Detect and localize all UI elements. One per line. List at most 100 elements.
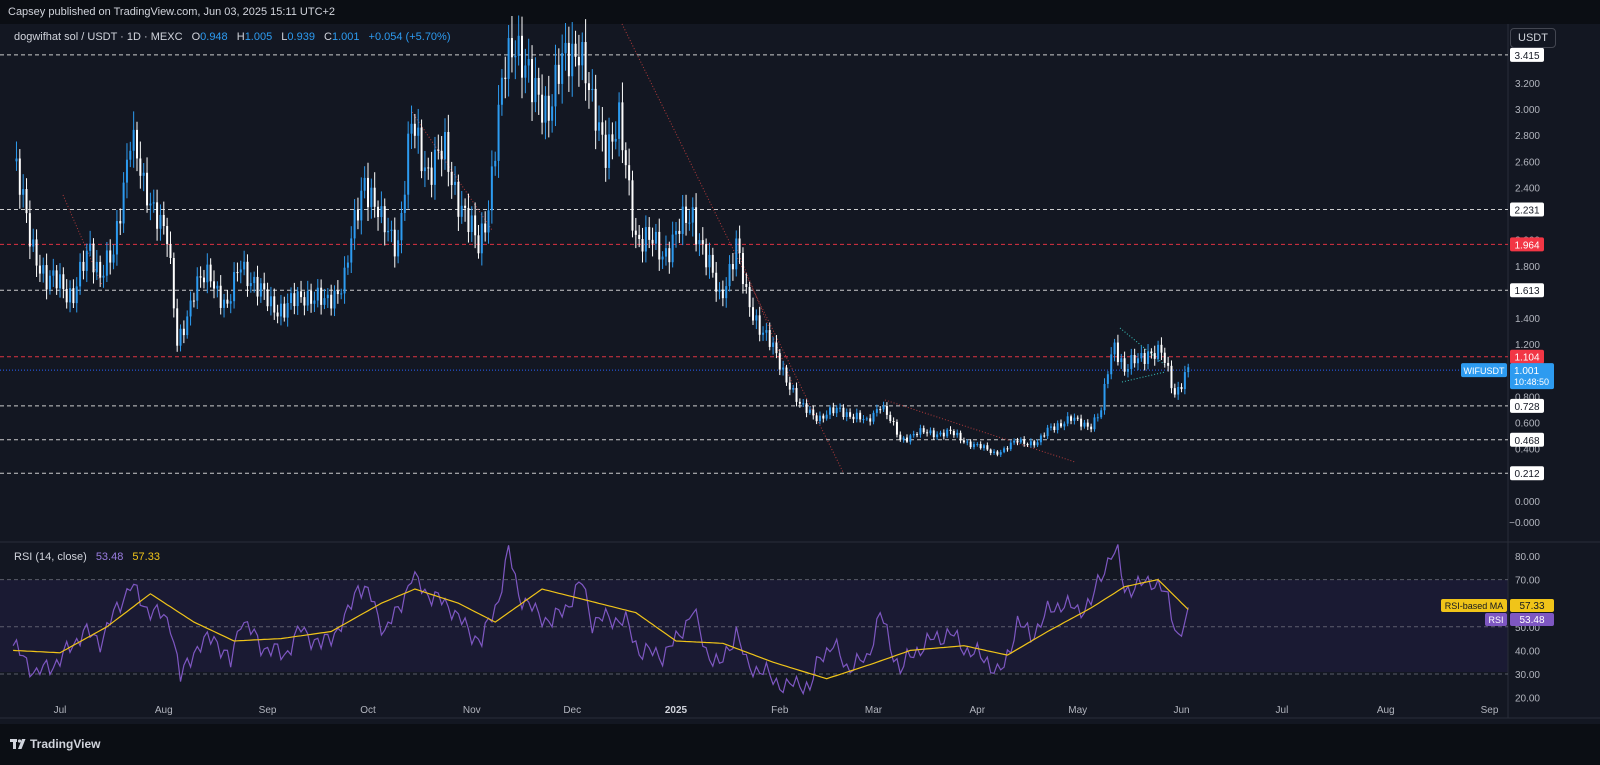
candle[interactable] <box>239 260 242 284</box>
candle[interactable] <box>380 191 383 224</box>
candle[interactable] <box>946 428 949 438</box>
candle[interactable] <box>370 178 373 219</box>
candle[interactable] <box>229 294 232 314</box>
candle[interactable] <box>1076 415 1079 421</box>
candle[interactable] <box>490 150 493 224</box>
candle[interactable] <box>447 114 450 187</box>
candle[interactable] <box>885 402 888 420</box>
candle[interactable] <box>688 210 691 231</box>
candle[interactable] <box>859 410 862 423</box>
candle[interactable] <box>537 67 540 115</box>
candle[interactable] <box>152 189 155 213</box>
candle[interactable] <box>1173 383 1176 398</box>
candle[interactable] <box>735 230 738 277</box>
candle[interactable] <box>661 251 664 269</box>
candle[interactable] <box>85 243 88 283</box>
candle[interactable] <box>25 178 28 223</box>
candle[interactable] <box>798 398 801 408</box>
candle[interactable] <box>711 247 714 278</box>
candle[interactable] <box>192 292 195 308</box>
candle[interactable] <box>906 434 908 443</box>
candle[interactable] <box>926 429 929 437</box>
candle[interactable] <box>855 408 858 423</box>
candle[interactable] <box>306 280 309 311</box>
candle[interactable] <box>772 337 775 355</box>
candle[interactable] <box>631 170 634 238</box>
candle[interactable] <box>413 113 416 149</box>
candle[interactable] <box>862 415 865 424</box>
candle[interactable] <box>1170 360 1173 394</box>
candle[interactable] <box>1160 337 1163 360</box>
candle[interactable] <box>561 34 564 104</box>
candle[interactable] <box>209 258 212 288</box>
candle[interactable] <box>845 408 848 422</box>
candle[interactable] <box>162 201 165 235</box>
candle[interactable] <box>695 193 698 252</box>
candle[interactable] <box>176 298 179 352</box>
candle[interactable] <box>199 266 202 288</box>
candle[interactable] <box>1106 371 1109 389</box>
candle[interactable] <box>962 437 965 444</box>
candle[interactable] <box>768 322 771 351</box>
level-tag[interactable]: 1.964 <box>1510 237 1544 252</box>
candle[interactable] <box>464 198 467 222</box>
candle[interactable] <box>1187 363 1190 378</box>
candle[interactable] <box>393 217 396 268</box>
rsi-ma-tag[interactable]: RSI-based MA 57.33 <box>1441 599 1554 612</box>
candle[interactable] <box>849 408 852 419</box>
candle[interactable] <box>52 258 55 287</box>
candle[interactable] <box>1177 381 1180 400</box>
candle[interactable] <box>269 286 272 316</box>
candle[interactable] <box>326 288 329 308</box>
candle[interactable] <box>715 261 718 302</box>
candle[interactable] <box>159 204 162 241</box>
candle[interactable] <box>979 441 982 450</box>
candle[interactable] <box>259 278 262 303</box>
candle[interactable] <box>95 249 98 281</box>
candle[interactable] <box>741 247 744 294</box>
candle[interactable] <box>993 449 996 455</box>
level-tag[interactable]: 3.415 <box>1510 47 1544 62</box>
candle[interactable] <box>628 148 631 196</box>
candle[interactable] <box>313 291 316 313</box>
candle[interactable] <box>333 285 336 317</box>
candle[interactable] <box>865 416 868 421</box>
candle[interactable] <box>202 269 205 289</box>
candle[interactable] <box>1130 348 1133 375</box>
candle[interactable] <box>1183 365 1186 395</box>
candle[interactable] <box>879 406 882 414</box>
candle[interactable] <box>132 111 135 168</box>
candle[interactable] <box>266 282 269 312</box>
candle[interactable] <box>701 227 704 255</box>
candle[interactable] <box>765 323 768 341</box>
candle[interactable] <box>1140 346 1143 362</box>
candle[interactable] <box>484 211 487 242</box>
trendline-major[interactable] <box>621 23 844 473</box>
candle[interactable] <box>400 201 403 254</box>
candle[interactable] <box>792 384 795 393</box>
rsi-line[interactable] <box>12 544 1189 696</box>
candle[interactable] <box>1006 446 1009 452</box>
candle[interactable] <box>1039 433 1042 446</box>
candle[interactable] <box>1086 419 1089 431</box>
candle[interactable] <box>571 22 574 97</box>
candle[interactable] <box>892 417 895 426</box>
candle[interactable] <box>290 287 292 310</box>
candle[interactable] <box>467 193 470 243</box>
candle[interactable] <box>762 326 765 341</box>
candle[interactable] <box>72 279 75 309</box>
candle[interactable] <box>755 309 758 330</box>
candle[interactable] <box>35 229 38 277</box>
candle[interactable] <box>601 107 604 152</box>
candle[interactable] <box>899 431 902 442</box>
candle[interactable] <box>1066 412 1069 427</box>
candle[interactable] <box>92 238 95 284</box>
candle[interactable] <box>149 192 152 221</box>
candle[interactable] <box>323 288 326 310</box>
candle[interactable] <box>387 217 390 242</box>
rsi-tag[interactable]: RSI 53.48 <box>1485 613 1554 626</box>
candle[interactable] <box>480 212 483 266</box>
candle[interactable] <box>654 223 657 250</box>
candle[interactable] <box>782 360 785 376</box>
candle[interactable] <box>574 30 577 67</box>
